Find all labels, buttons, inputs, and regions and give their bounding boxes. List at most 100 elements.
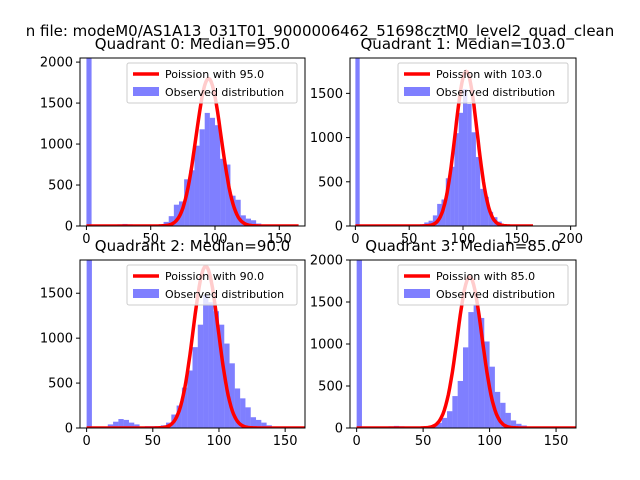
- histogram-bar: [134, 424, 140, 428]
- y-tick-label: 2000: [40, 56, 73, 71]
- histogram-bar: [86, 260, 92, 428]
- legend: Poission with 95.0 Observed distribution: [126, 62, 298, 104]
- x-tick-label: 0: [82, 232, 90, 247]
- histogram-bar: [173, 204, 179, 226]
- histogram-bar: [118, 419, 124, 428]
- x-tick-label: 150: [544, 434, 569, 449]
- legend-label-fit: Poission with 95.0: [165, 68, 264, 81]
- histogram-bar: [189, 170, 195, 226]
- plot-area: [86, 260, 305, 428]
- plot-area: [85, 58, 300, 226]
- histogram-bar: [128, 422, 135, 428]
- histogram-bar: [457, 380, 463, 428]
- x-tick-label: 100: [207, 434, 232, 449]
- histogram-bar: [467, 103, 472, 226]
- histogram-bar: [245, 218, 251, 226]
- histogram-bar: [494, 391, 501, 428]
- poisson-fit-line: [85, 76, 300, 226]
- poisson-fit-line: [86, 264, 305, 428]
- histogram-bar: [176, 405, 182, 428]
- y-tick-label: 1000: [40, 332, 73, 347]
- legend-patch-swatch: [133, 87, 159, 96]
- x-tick-label: 0: [351, 232, 359, 247]
- x-tick-label: 50: [145, 434, 162, 449]
- y-tick-label: 500: [318, 380, 343, 395]
- histogram-bar: [355, 58, 360, 226]
- legend-label-observed: Observed distribution: [436, 86, 555, 99]
- histogram-bar: [505, 412, 511, 428]
- histogram-bar: [463, 347, 469, 428]
- histogram-bar: [213, 311, 219, 428]
- histogram-bar: [209, 117, 215, 226]
- histogram-bar: [356, 260, 362, 428]
- histogram-bar: [113, 421, 119, 428]
- histogram-bar: [203, 295, 209, 428]
- y-tick-label: 500: [318, 175, 343, 190]
- y-tick-label: 1500: [310, 87, 343, 102]
- histogram-bar: [458, 112, 463, 226]
- histogram-bar: [250, 417, 257, 428]
- histogram-bar: [235, 199, 241, 226]
- y-tick-label: 0: [65, 220, 73, 235]
- x-tick-label: 200: [558, 232, 583, 247]
- x-tick-label: 50: [415, 434, 432, 449]
- x-tick-label: 100: [477, 434, 502, 449]
- histogram-bar: [468, 312, 474, 428]
- histogram-bar: [199, 129, 205, 226]
- y-tick-label: 500: [48, 377, 73, 392]
- legend-label-fit: Poission with 90.0: [165, 270, 264, 283]
- y-tick-label: 1500: [310, 296, 343, 311]
- histogram-bar: [245, 407, 251, 428]
- subplot-title: Quadrant 2: Median=90.0: [95, 237, 290, 255]
- histogram-bar: [463, 88, 468, 226]
- x-tick-label: 50: [401, 232, 418, 247]
- histogram-bar: [454, 133, 459, 226]
- histogram-bar: [488, 211, 494, 226]
- histogram-bar: [192, 347, 198, 428]
- x-tick-label: 150: [273, 434, 298, 449]
- legend-box: [397, 62, 569, 104]
- histogram-bar: [261, 422, 267, 428]
- subplot-title: Quadrant 1: Median=103.0: [361, 35, 566, 53]
- x-tick-label: 150: [267, 232, 292, 247]
- histogram-bar: [220, 158, 226, 226]
- legend: Poission with 103.0 Observed distribution: [397, 62, 569, 104]
- histogram-bar: [234, 388, 241, 428]
- histogram-bar: [251, 220, 257, 226]
- histogram-bar: [181, 387, 188, 428]
- x-tick-label: 150: [504, 232, 529, 247]
- legend-label-observed: Observed distribution: [436, 288, 555, 301]
- legend-label-observed: Observed distribution: [165, 288, 284, 301]
- histogram-bar: [240, 398, 246, 428]
- histogram-bar: [194, 145, 200, 226]
- histogram-bar: [204, 112, 210, 226]
- histogram-bar: [450, 166, 455, 226]
- histogram-bar: [256, 419, 262, 428]
- legend-label-fit: Poission with 103.0: [436, 68, 542, 81]
- histogram-bar: [473, 304, 479, 428]
- y-tick-label: 0: [65, 422, 73, 437]
- histogram-bar: [510, 420, 517, 428]
- histogram-bar: [168, 216, 174, 226]
- histogram-bar: [197, 324, 204, 428]
- histogram-bar: [471, 132, 476, 226]
- histogram-bar: [478, 317, 485, 428]
- histogram-bar: [208, 302, 214, 428]
- y-tick-label: 1000: [40, 138, 73, 153]
- histogram-bar: [218, 324, 225, 428]
- y-tick-label: 1500: [40, 97, 73, 112]
- legend-patch-swatch: [404, 87, 430, 96]
- legend-patch-swatch: [133, 289, 159, 298]
- legend-patch-swatch: [404, 289, 430, 298]
- subplot-quadrant-1: 0 50 100 150 200 0 500 1000 1500 Quadrant 1: Medi…: [310, 35, 583, 247]
- histogram-bar: [225, 164, 231, 226]
- x-tick-label: 0: [353, 434, 361, 449]
- legend-label-observed: Observed distribution: [165, 86, 284, 99]
- histogram-bar: [447, 411, 453, 428]
- histogram-bar: [215, 125, 221, 226]
- histogram-bar: [475, 157, 481, 226]
- histogram-bar: [432, 215, 438, 226]
